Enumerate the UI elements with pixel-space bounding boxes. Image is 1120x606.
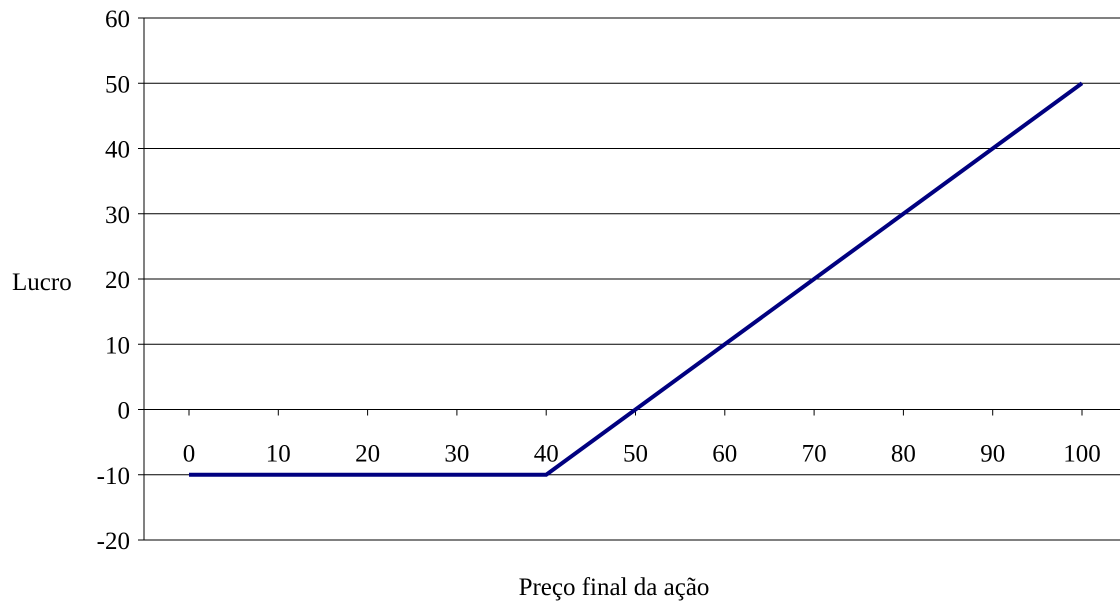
x-tick-label: 80 [891,441,916,468]
x-tick-label: 100 [1063,441,1101,468]
y-tick-label: 10 [105,332,130,359]
y-tick-label: 60 [105,6,130,33]
x-axis-label: Preço final da ação [519,574,710,601]
y-tick-label: 40 [105,137,130,164]
axes [138,17,1120,541]
x-tick-label: 40 [534,441,559,468]
x-tick-label: 90 [980,441,1005,468]
x-tick-labels: 0 10 20 30 40 50 60 70 80 90 100 [183,441,1101,468]
x-tick-label: 50 [623,441,648,468]
y-tick-label: 30 [105,202,130,229]
y-tick-label: 20 [105,267,130,294]
y-tick-label: -20 [97,528,130,555]
y-tick-label: 0 [118,398,131,425]
y-tick-label: -10 [97,463,130,490]
y-tick-labels: -20 -10 0 10 20 30 40 50 60 [97,6,130,555]
x-tick-label: 30 [444,441,469,468]
series [189,81,1084,477]
series-line-0 [189,81,1084,477]
x-tick-label: 70 [802,441,827,468]
x-tick-label: 20 [355,441,380,468]
y-tick-label: 50 [105,71,130,98]
gridlines [144,17,1120,476]
x-tick-label: 60 [712,441,737,468]
x-tick-label: 0 [183,441,196,468]
y-axis-label: Lucro [12,269,72,296]
x-tick-label: 10 [266,441,291,468]
